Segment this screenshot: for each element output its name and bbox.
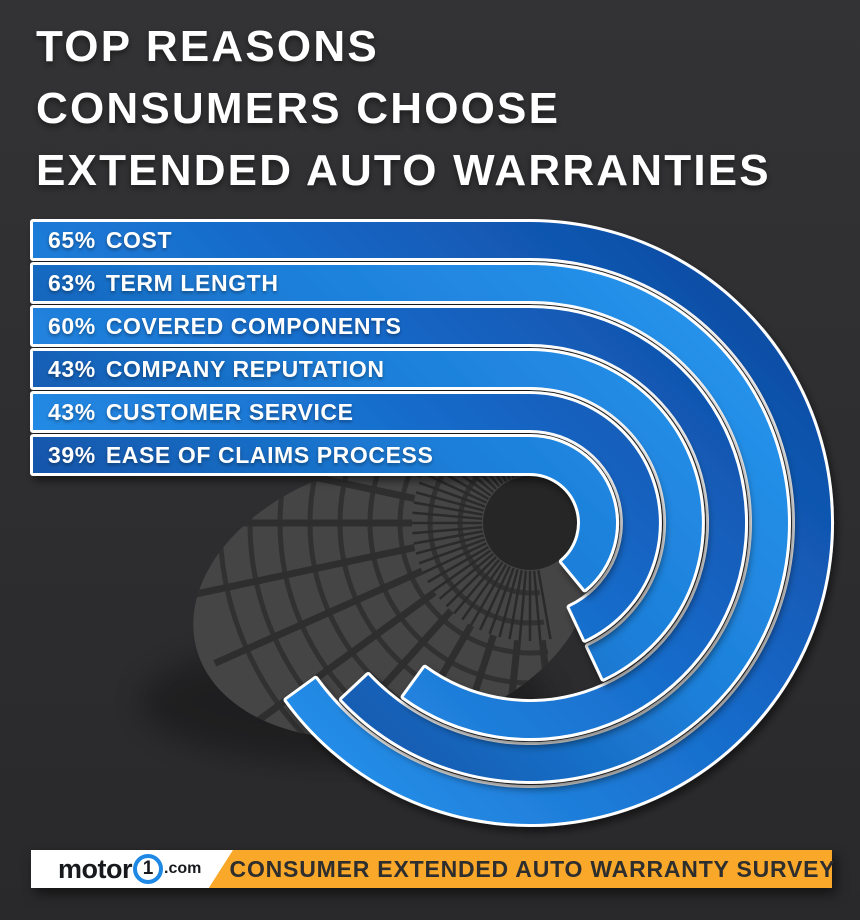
bar-label-covered-components: 60% COVERED COMPONENTS (48, 308, 402, 344)
bar-category: CUSTOMER SERVICE (105, 398, 354, 425)
footer: CONSUMER EXTENDED AUTO WARRANTY SURVEY m… (31, 850, 836, 888)
ribbon-customer-service (30, 391, 662, 643)
headline: TOP REASONS CONSUMERS CHOOSE EXTENDED AU… (36, 16, 771, 202)
headline-line-2: CONSUMERS CHOOSE (36, 84, 561, 133)
bar-category: EASE OF CLAIMS PROCESS (105, 441, 434, 468)
ribbon-cost (30, 219, 835, 827)
logo-text-motor: motor (58, 853, 133, 884)
headline-line-1: TOP REASONS (36, 22, 379, 71)
bar-value: 39% (48, 441, 96, 468)
ribbon-term-length (30, 262, 791, 784)
bar-category: COST (105, 226, 173, 253)
bar-value: 43% (48, 355, 96, 382)
bar-category: TERM LENGTH (105, 269, 279, 296)
logo-digit-circle-icon: 1 (133, 854, 163, 884)
bar-label-cost: 65% COST (48, 222, 172, 258)
survey-banner-text: CONSUMER EXTENDED AUTO WARRANTY SURVEY (229, 855, 836, 882)
bar-value: 43% (48, 398, 96, 425)
bar-category: COVERED COMPONENTS (105, 312, 402, 339)
logo-text-com: .com (164, 860, 202, 877)
bar-label-company-reputation: 43% COMPANY REPUTATION (48, 351, 385, 387)
ribbon-rings (30, 219, 835, 827)
ribbon-covered-components (30, 305, 749, 741)
ribbon-company-reputation (30, 348, 705, 682)
bar-label-customer-service: 43% CUSTOMER SERVICE (48, 394, 354, 430)
headline-line-3: EXTENDED AUTO WARRANTIES (36, 146, 771, 195)
survey-banner: CONSUMER EXTENDED AUTO WARRANTY SURVEY (31, 850, 836, 888)
bar-label-term-length: 63% TERM LENGTH (48, 265, 279, 301)
ribbon-ease-of-claims-process (30, 434, 620, 593)
bar-value: 65% (48, 226, 96, 253)
logo-digit: 1 (142, 858, 154, 879)
bar-category: COMPANY REPUTATION (105, 355, 385, 382)
motor1-logo: motor 1 .com (31, 850, 233, 888)
bar-value: 63% (48, 269, 96, 296)
bar-value: 60% (48, 312, 96, 339)
bar-label-ease-of-claims: 39% EASE OF CLAIMS PROCESS (48, 437, 433, 473)
